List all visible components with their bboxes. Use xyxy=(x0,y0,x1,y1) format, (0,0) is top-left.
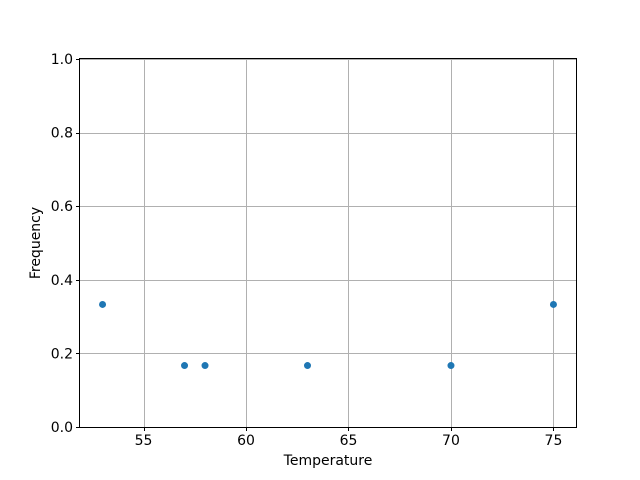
data-point xyxy=(304,362,312,370)
data-point xyxy=(549,300,557,308)
y-tick-label: 0.8 xyxy=(51,126,73,142)
x-tick-label: 60 xyxy=(237,433,255,449)
y-tick-label: 0.6 xyxy=(51,199,73,215)
x-tick-label: 75 xyxy=(545,433,563,449)
data-point xyxy=(99,300,107,308)
x-axis-label: Temperature xyxy=(283,453,373,469)
x-tick-label: 55 xyxy=(135,433,153,449)
x-tick-label: 65 xyxy=(340,433,358,449)
y-tick-label: 1.0 xyxy=(51,52,73,68)
plot-frame xyxy=(79,58,577,428)
data-point xyxy=(181,362,189,370)
y-tick-label: 0.4 xyxy=(51,273,73,289)
data-point xyxy=(447,362,455,370)
y-tick-label: 0.2 xyxy=(51,346,73,362)
y-axis-label: Frequency xyxy=(28,206,44,280)
x-tick-label: 70 xyxy=(442,433,460,449)
data-point xyxy=(201,362,209,370)
y-tick-label: 0.0 xyxy=(51,420,73,436)
